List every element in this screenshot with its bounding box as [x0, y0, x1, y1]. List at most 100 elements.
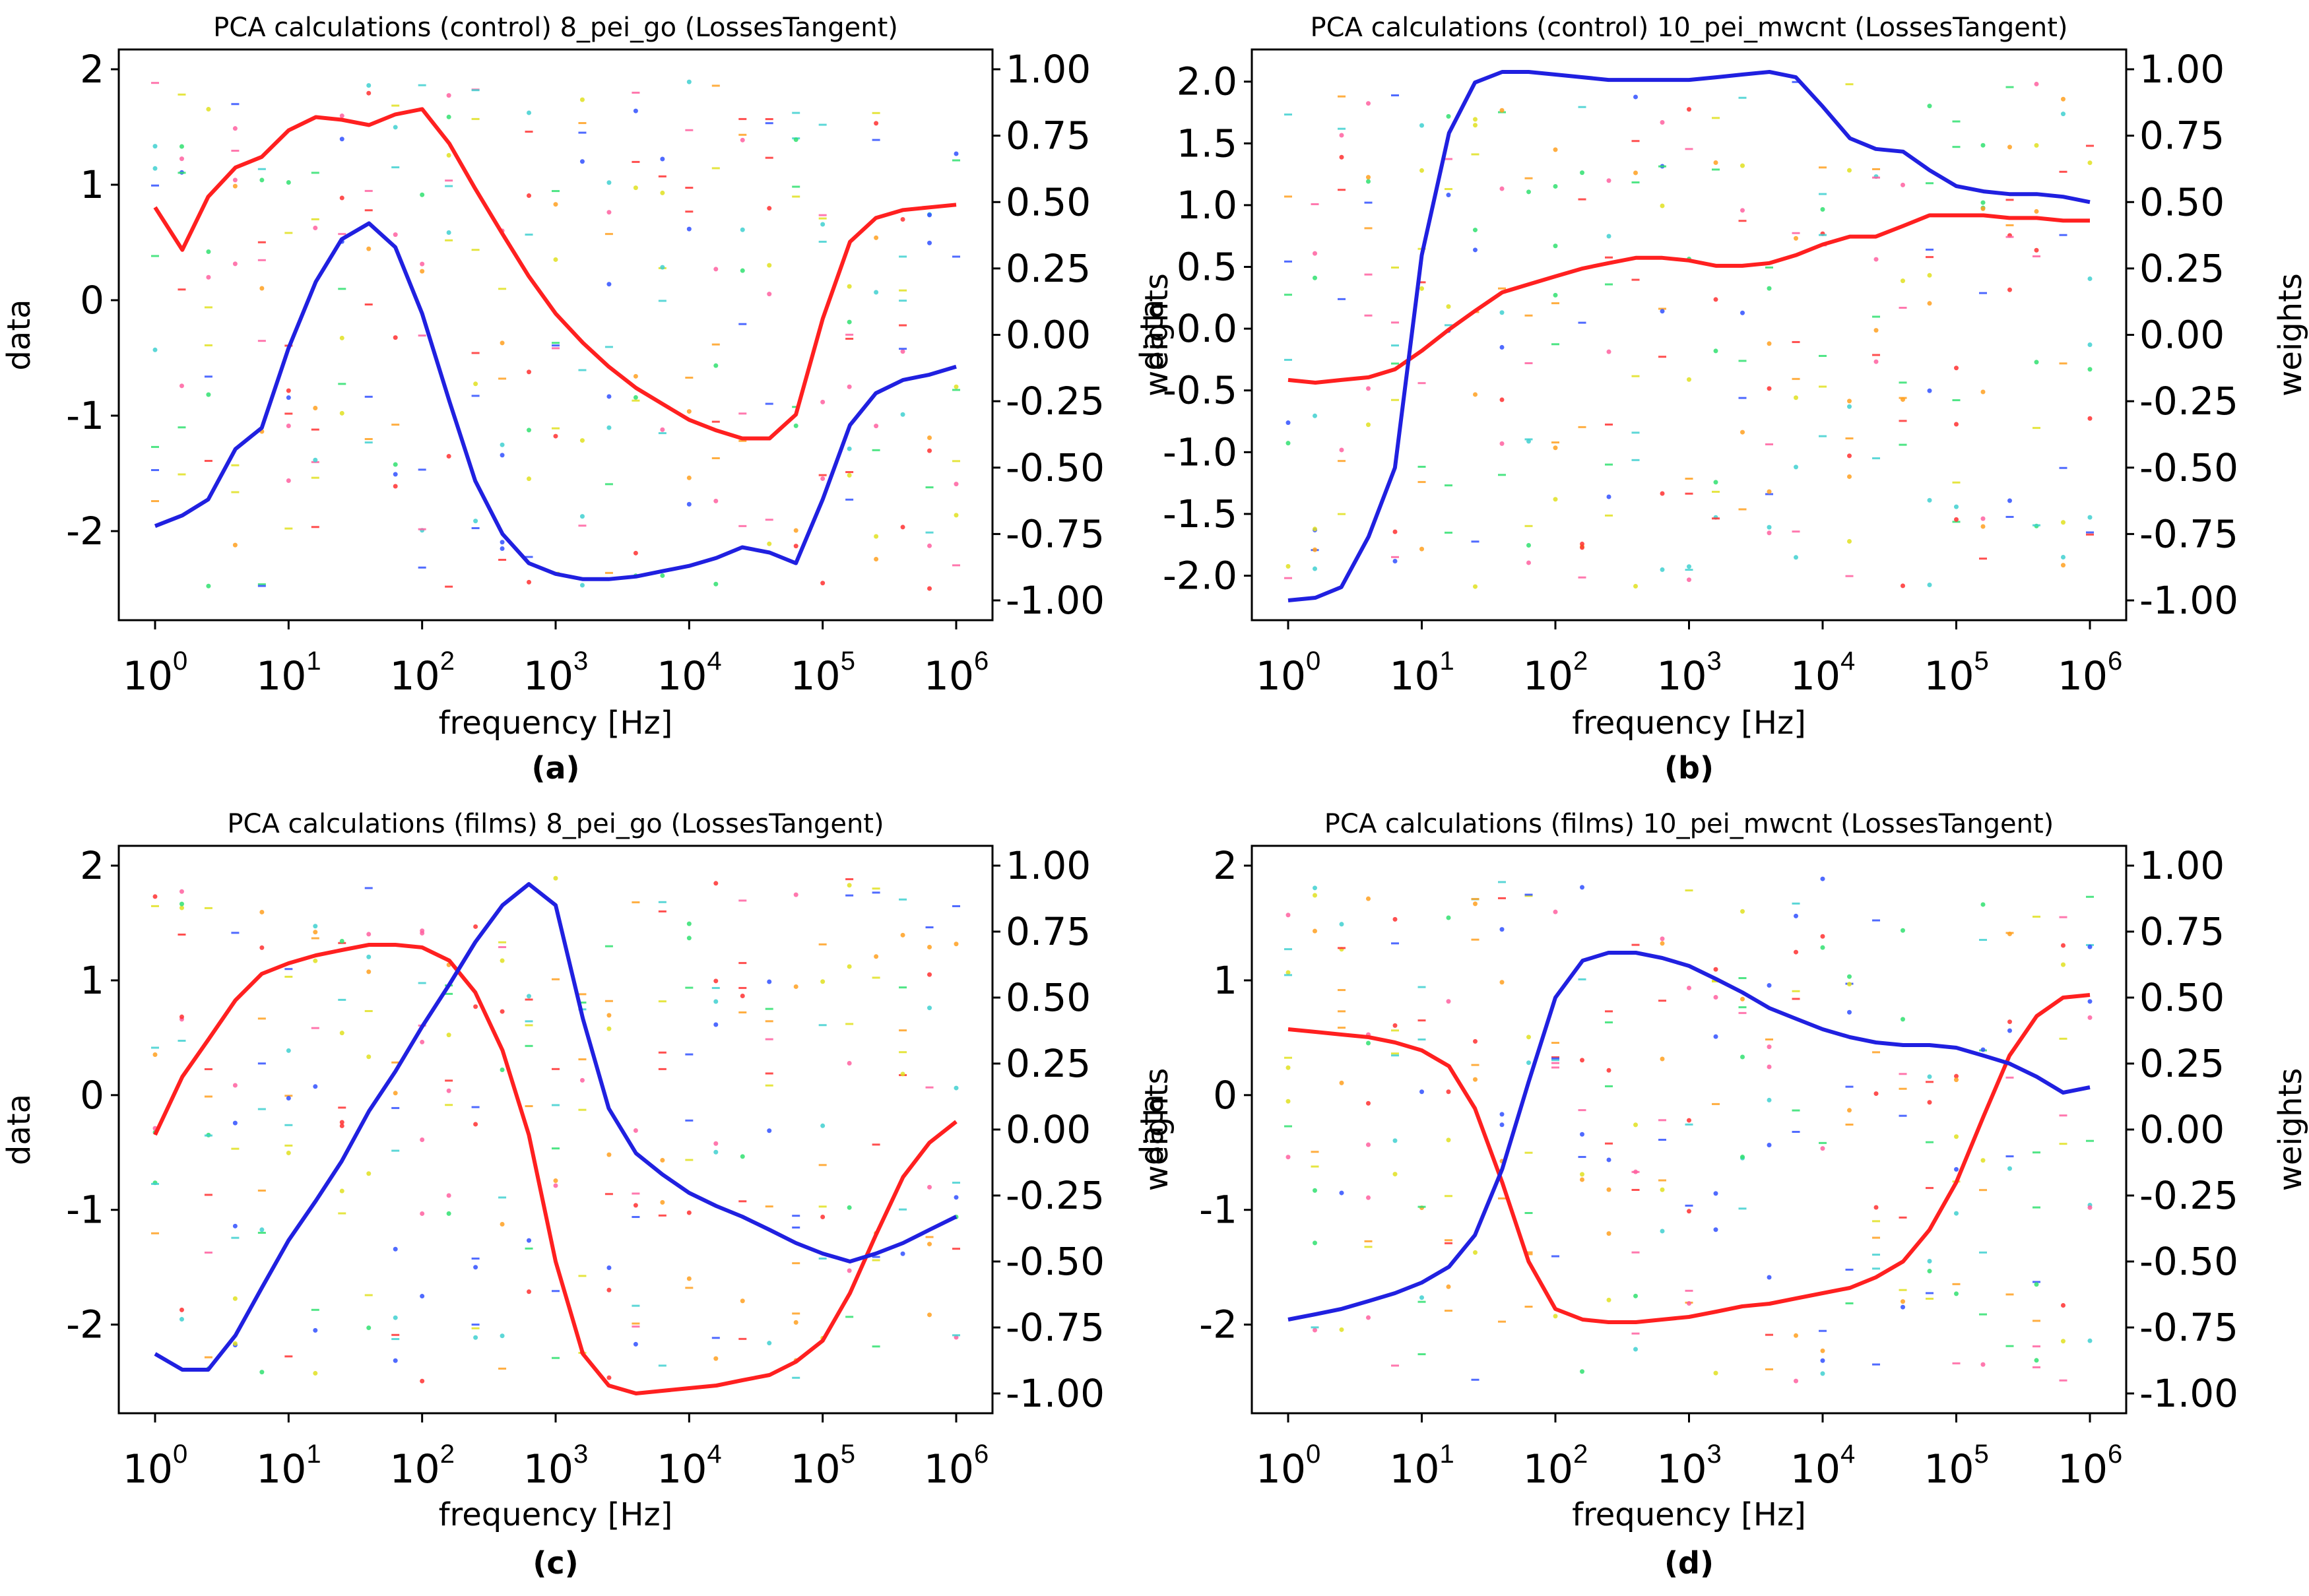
sample-dash: [2086, 895, 2094, 898]
sample-dot: [1901, 182, 1905, 187]
x-tick-label: 106: [924, 1440, 989, 1492]
right-y-tick-label: -0.50: [2139, 1239, 2238, 1284]
sample-dash: [1819, 385, 1827, 388]
sample-dot: [1580, 545, 1584, 550]
sample-dash: [1284, 577, 1292, 579]
sample-dot: [1794, 1378, 1798, 1384]
x-tick-label: 101: [256, 1440, 321, 1492]
sample-dash: [1524, 1305, 1533, 1308]
sample-dot: [1794, 555, 1798, 560]
sample-dash: [338, 998, 346, 1001]
sample-dash: [338, 383, 346, 385]
sample-dot: [1366, 422, 1371, 428]
chart-panel: PCA calculations (control) 8_pei_go (Los…: [1, 13, 1175, 786]
sample-dot: [1660, 1229, 1665, 1234]
sample-dash: [284, 412, 293, 415]
right-y-tick-label: -0.75: [2139, 1305, 2238, 1350]
sample-dot: [1285, 912, 1291, 918]
sample-dot: [1901, 1017, 1905, 1022]
sample-dash: [1578, 106, 1586, 108]
right-y-tick-label: 0.75: [2139, 909, 2225, 954]
chart-title: PCA calculations (films) 8_pei_go (Losse…: [227, 809, 884, 839]
sample-dash: [1738, 976, 1747, 979]
sample-dot: [286, 395, 291, 400]
sample-dash: [1872, 1236, 1880, 1239]
sample-dot: [1954, 422, 1959, 427]
sample-dot: [206, 392, 211, 397]
sample-dash: [1605, 514, 1613, 517]
sample-dot: [313, 1370, 318, 1376]
sample-dash: [685, 376, 694, 379]
sample-dot: [1847, 404, 1852, 409]
sample-dot: [420, 1211, 425, 1216]
right-y-tick-label: 0.00: [2139, 313, 2225, 358]
sample-dash: [257, 1190, 266, 1192]
sample-dash: [658, 901, 667, 903]
sample-dot: [393, 232, 398, 238]
sample-dot: [1980, 143, 1986, 148]
sample-dash: [151, 82, 159, 84]
sample-dot: [152, 144, 158, 149]
sample-dash: [231, 464, 240, 466]
sample-dot: [232, 177, 238, 183]
panel-label: (c): [533, 1545, 578, 1581]
sample-dot: [2061, 962, 2065, 967]
sample-dot: [1713, 297, 1718, 302]
sample-dot: [500, 1222, 505, 1227]
sample-dot: [286, 179, 291, 185]
sample-dot: [767, 206, 772, 211]
y-tick-label: 1: [80, 162, 104, 207]
sample-dash: [685, 1119, 694, 1122]
chart-panel: PCA calculations (control) 10_pei_mwcnt …: [1134, 13, 2309, 786]
sample-dot: [259, 177, 265, 183]
sample-dash: [1338, 947, 1346, 949]
sample-dash: [1284, 195, 1292, 198]
sample-dash: [1872, 1051, 1880, 1054]
sample-dot: [1767, 386, 1772, 391]
sample-dash: [1445, 188, 1452, 191]
sample-dot: [1285, 1099, 1291, 1104]
series-line-1: [153, 107, 957, 441]
x-tick-label: 103: [523, 647, 589, 699]
sample-dot: [179, 905, 184, 910]
sample-dash: [604, 1000, 613, 1002]
sample-dot: [1499, 108, 1505, 113]
sample-dot: [1392, 1023, 1398, 1028]
sample-dash: [1658, 356, 1666, 358]
sample-dot: [1713, 480, 1718, 485]
sample-dot: [313, 958, 318, 963]
sample-dash: [1899, 1087, 1907, 1090]
sample-dash: [765, 1084, 773, 1087]
sample-dot: [633, 108, 638, 113]
sample-dot: [740, 137, 745, 143]
sample-dash: [2005, 932, 2014, 934]
sample-dash: [1631, 431, 1640, 434]
sample-dot: [1419, 286, 1424, 291]
sample-dash: [1284, 260, 1292, 263]
sample-dot: [900, 932, 905, 938]
sample-dash: [1872, 1267, 1880, 1270]
sample-dot: [1366, 896, 1371, 901]
sample-dot: [1313, 566, 1317, 571]
sample-dot: [366, 90, 372, 96]
sample-dash: [1578, 1109, 1586, 1112]
sample-dot: [1820, 207, 1825, 212]
sample-dash: [1658, 1139, 1666, 1141]
sample-dot: [1767, 1275, 1772, 1280]
sample-dash: [899, 898, 907, 901]
sample-dash: [1712, 980, 1720, 983]
sample-dot: [393, 125, 398, 130]
x-tick-label: 100: [123, 1440, 188, 1492]
sample-dot: [579, 1077, 585, 1083]
sample-dash: [1471, 540, 1480, 543]
sample-dash: [658, 1364, 667, 1367]
sample-dash: [1284, 1056, 1292, 1059]
sample-dot: [927, 1005, 932, 1011]
sample-dash: [311, 937, 319, 940]
sample-dot: [1927, 497, 1932, 503]
sample-dash: [445, 185, 453, 187]
sample-dot: [1794, 1333, 1798, 1338]
sample-dot: [1954, 1134, 1959, 1139]
sample-dot: [339, 335, 344, 340]
sample-dot: [927, 435, 932, 440]
